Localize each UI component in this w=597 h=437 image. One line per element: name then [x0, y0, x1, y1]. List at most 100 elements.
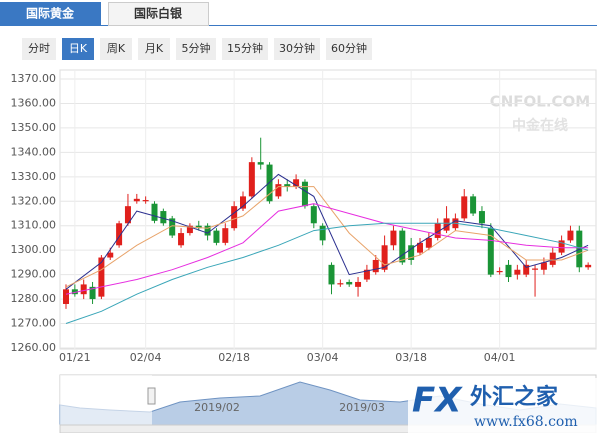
candle-body — [204, 225, 211, 236]
tab-label[interactable]: 国际黄金 — [26, 6, 75, 21]
candle-body — [257, 162, 264, 165]
candle-body — [213, 230, 220, 243]
candle-body — [478, 211, 485, 224]
navigator-label: 2019/03 — [339, 401, 385, 414]
candle-body — [310, 206, 317, 224]
logo-mark: FX — [412, 381, 463, 421]
y-tick-label: 1270.00 — [11, 317, 57, 330]
y-tick-label: 1280.00 — [11, 292, 57, 305]
candle-body — [585, 264, 592, 268]
candle-body — [355, 281, 362, 287]
x-tick-label: 04/01 — [484, 351, 516, 364]
tab-label[interactable]: 国际白银 — [134, 6, 183, 21]
period-button[interactable] — [326, 38, 372, 60]
logo-name: 外汇之家 — [470, 384, 559, 410]
y-tick-label: 1350.00 — [11, 121, 57, 134]
candle-body — [319, 225, 326, 241]
candle-body — [124, 206, 131, 224]
period-label[interactable]: 30分钟 — [279, 41, 315, 55]
candle-body — [231, 206, 238, 229]
tab[interactable] — [0, 2, 101, 26]
candle-body — [487, 228, 494, 275]
period-label[interactable]: 60分钟 — [331, 41, 367, 55]
tab[interactable] — [108, 2, 209, 26]
candle-body — [425, 237, 432, 248]
period-button[interactable] — [222, 38, 268, 60]
x-tick-label: 02/18 — [218, 351, 250, 364]
candle-body — [567, 230, 574, 241]
candle-body — [443, 218, 450, 231]
candle-body — [408, 245, 415, 260]
period-label[interactable]: 15分钟 — [227, 41, 263, 55]
candle-body — [248, 162, 255, 197]
logo-url: www.fx68.com — [474, 414, 578, 430]
moving-average-line — [65, 173, 589, 290]
candle-body — [186, 225, 193, 234]
candle-body — [417, 242, 423, 253]
candle-body — [549, 252, 556, 265]
candle-body — [240, 196, 246, 209]
candle-body — [363, 269, 370, 280]
y-tick-label: 1330.00 — [11, 170, 57, 183]
candle-body — [496, 270, 503, 273]
candle-body — [293, 179, 300, 187]
logo-bg — [408, 378, 597, 433]
y-tick-label: 1320.00 — [11, 194, 57, 207]
period-label[interactable]: 日K — [69, 42, 88, 55]
y-tick-label: 1360.00 — [11, 96, 57, 109]
candle-body — [301, 181, 308, 207]
y-tick-label: 1300.00 — [11, 243, 57, 256]
candle-body — [540, 262, 547, 270]
candle-body — [381, 245, 388, 270]
period-button[interactable] — [100, 38, 132, 60]
period-label[interactable]: 月K — [145, 42, 164, 55]
y-tick-label: 1370.00 — [11, 72, 57, 85]
candle-body — [133, 198, 140, 202]
candle-body — [107, 252, 114, 258]
period-label[interactable]: 分时 — [28, 42, 50, 55]
period-label[interactable]: 周K — [107, 42, 126, 55]
y-tick-label: 1310.00 — [11, 219, 57, 232]
candle-body — [372, 259, 379, 273]
x-tick-label: 02/04 — [130, 351, 162, 364]
period-button[interactable] — [62, 38, 94, 60]
candle-body — [116, 223, 123, 246]
period-button[interactable] — [176, 38, 216, 60]
y-tick-label: 1340.00 — [11, 145, 57, 158]
candle-body — [71, 289, 78, 295]
candle-body — [160, 211, 167, 224]
navigator-mask — [60, 375, 152, 425]
period-button[interactable] — [138, 38, 170, 60]
candle-body — [275, 184, 282, 197]
candle-body — [434, 223, 441, 238]
candle-body — [89, 286, 96, 300]
y-tick-label: 1290.00 — [11, 268, 57, 281]
candle-body — [80, 284, 87, 295]
candle-body — [558, 240, 565, 253]
candle-body — [222, 228, 229, 243]
candle-body — [470, 196, 477, 214]
candle-body — [399, 230, 406, 263]
watermark: 中金在线 — [512, 117, 568, 134]
candle-body — [461, 196, 468, 219]
y-tick-label: 1260.00 — [11, 341, 57, 354]
moving-average-line — [65, 203, 589, 295]
candle-body — [63, 289, 69, 304]
candle-body — [346, 281, 353, 285]
candle-body — [142, 200, 149, 202]
candle-body — [195, 225, 202, 229]
candle-body — [505, 264, 512, 278]
period-button[interactable] — [22, 38, 56, 60]
candle-body — [523, 264, 530, 275]
watermark: CNFOL.COM — [490, 93, 591, 111]
candle-body — [328, 264, 335, 285]
candle-body — [514, 269, 521, 275]
period-button[interactable] — [274, 38, 320, 60]
candle-body — [337, 283, 344, 285]
moving-average-line — [65, 222, 589, 324]
navigator-handle[interactable] — [147, 387, 156, 405]
candle-body — [390, 230, 397, 246]
period-label[interactable]: 5分钟 — [182, 41, 211, 55]
